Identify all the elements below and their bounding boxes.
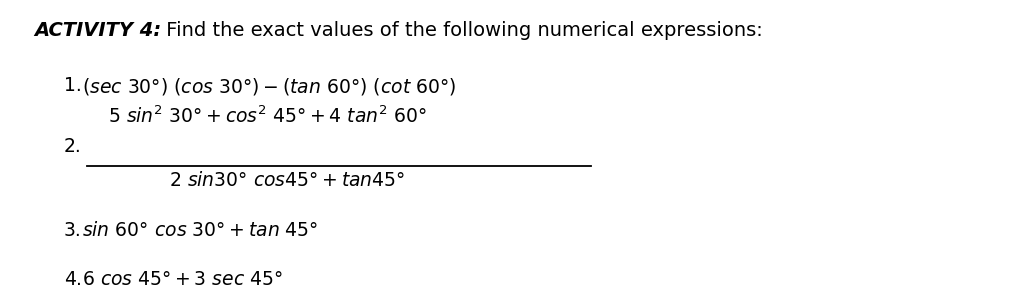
Text: 1.: 1. bbox=[64, 76, 81, 95]
Text: Find the exact values of the following numerical expressions:: Find the exact values of the following n… bbox=[160, 21, 763, 40]
Text: $(\mathit{sec}\ 30°)\ (\mathit{cos}\ 30°) - (\mathit{tan}\ 60°)\ (\mathit{cot}\ : $(\mathit{sec}\ 30°)\ (\mathit{cos}\ 30°… bbox=[82, 76, 457, 97]
Text: 2.: 2. bbox=[64, 137, 81, 156]
Text: 4.: 4. bbox=[64, 270, 81, 289]
Text: 3.: 3. bbox=[64, 221, 81, 240]
Text: $6\ \mathit{cos}\ 45° + 3\ \mathit{sec}\ 45°$: $6\ \mathit{cos}\ 45° + 3\ \mathit{sec}\… bbox=[82, 270, 283, 289]
Text: $\mathit{sin}\ 60°\ \mathit{cos}\ 30° + \mathit{tan}\ 45°$: $\mathit{sin}\ 60°\ \mathit{cos}\ 30° + … bbox=[82, 221, 318, 240]
Text: ACTIVITY 4:: ACTIVITY 4: bbox=[34, 21, 161, 40]
Text: $2\ \mathit{sin}30°\ \mathit{cos}45° + \mathit{tan}45°$: $2\ \mathit{sin}30°\ \mathit{cos}45° + \… bbox=[169, 171, 406, 190]
Text: $5\ \mathit{sin}^{2}\ 30° + \mathit{cos}^{2}\ 45° + 4\ \mathit{tan}^{2}\ 60°$: $5\ \mathit{sin}^{2}\ 30° + \mathit{cos}… bbox=[108, 106, 426, 127]
